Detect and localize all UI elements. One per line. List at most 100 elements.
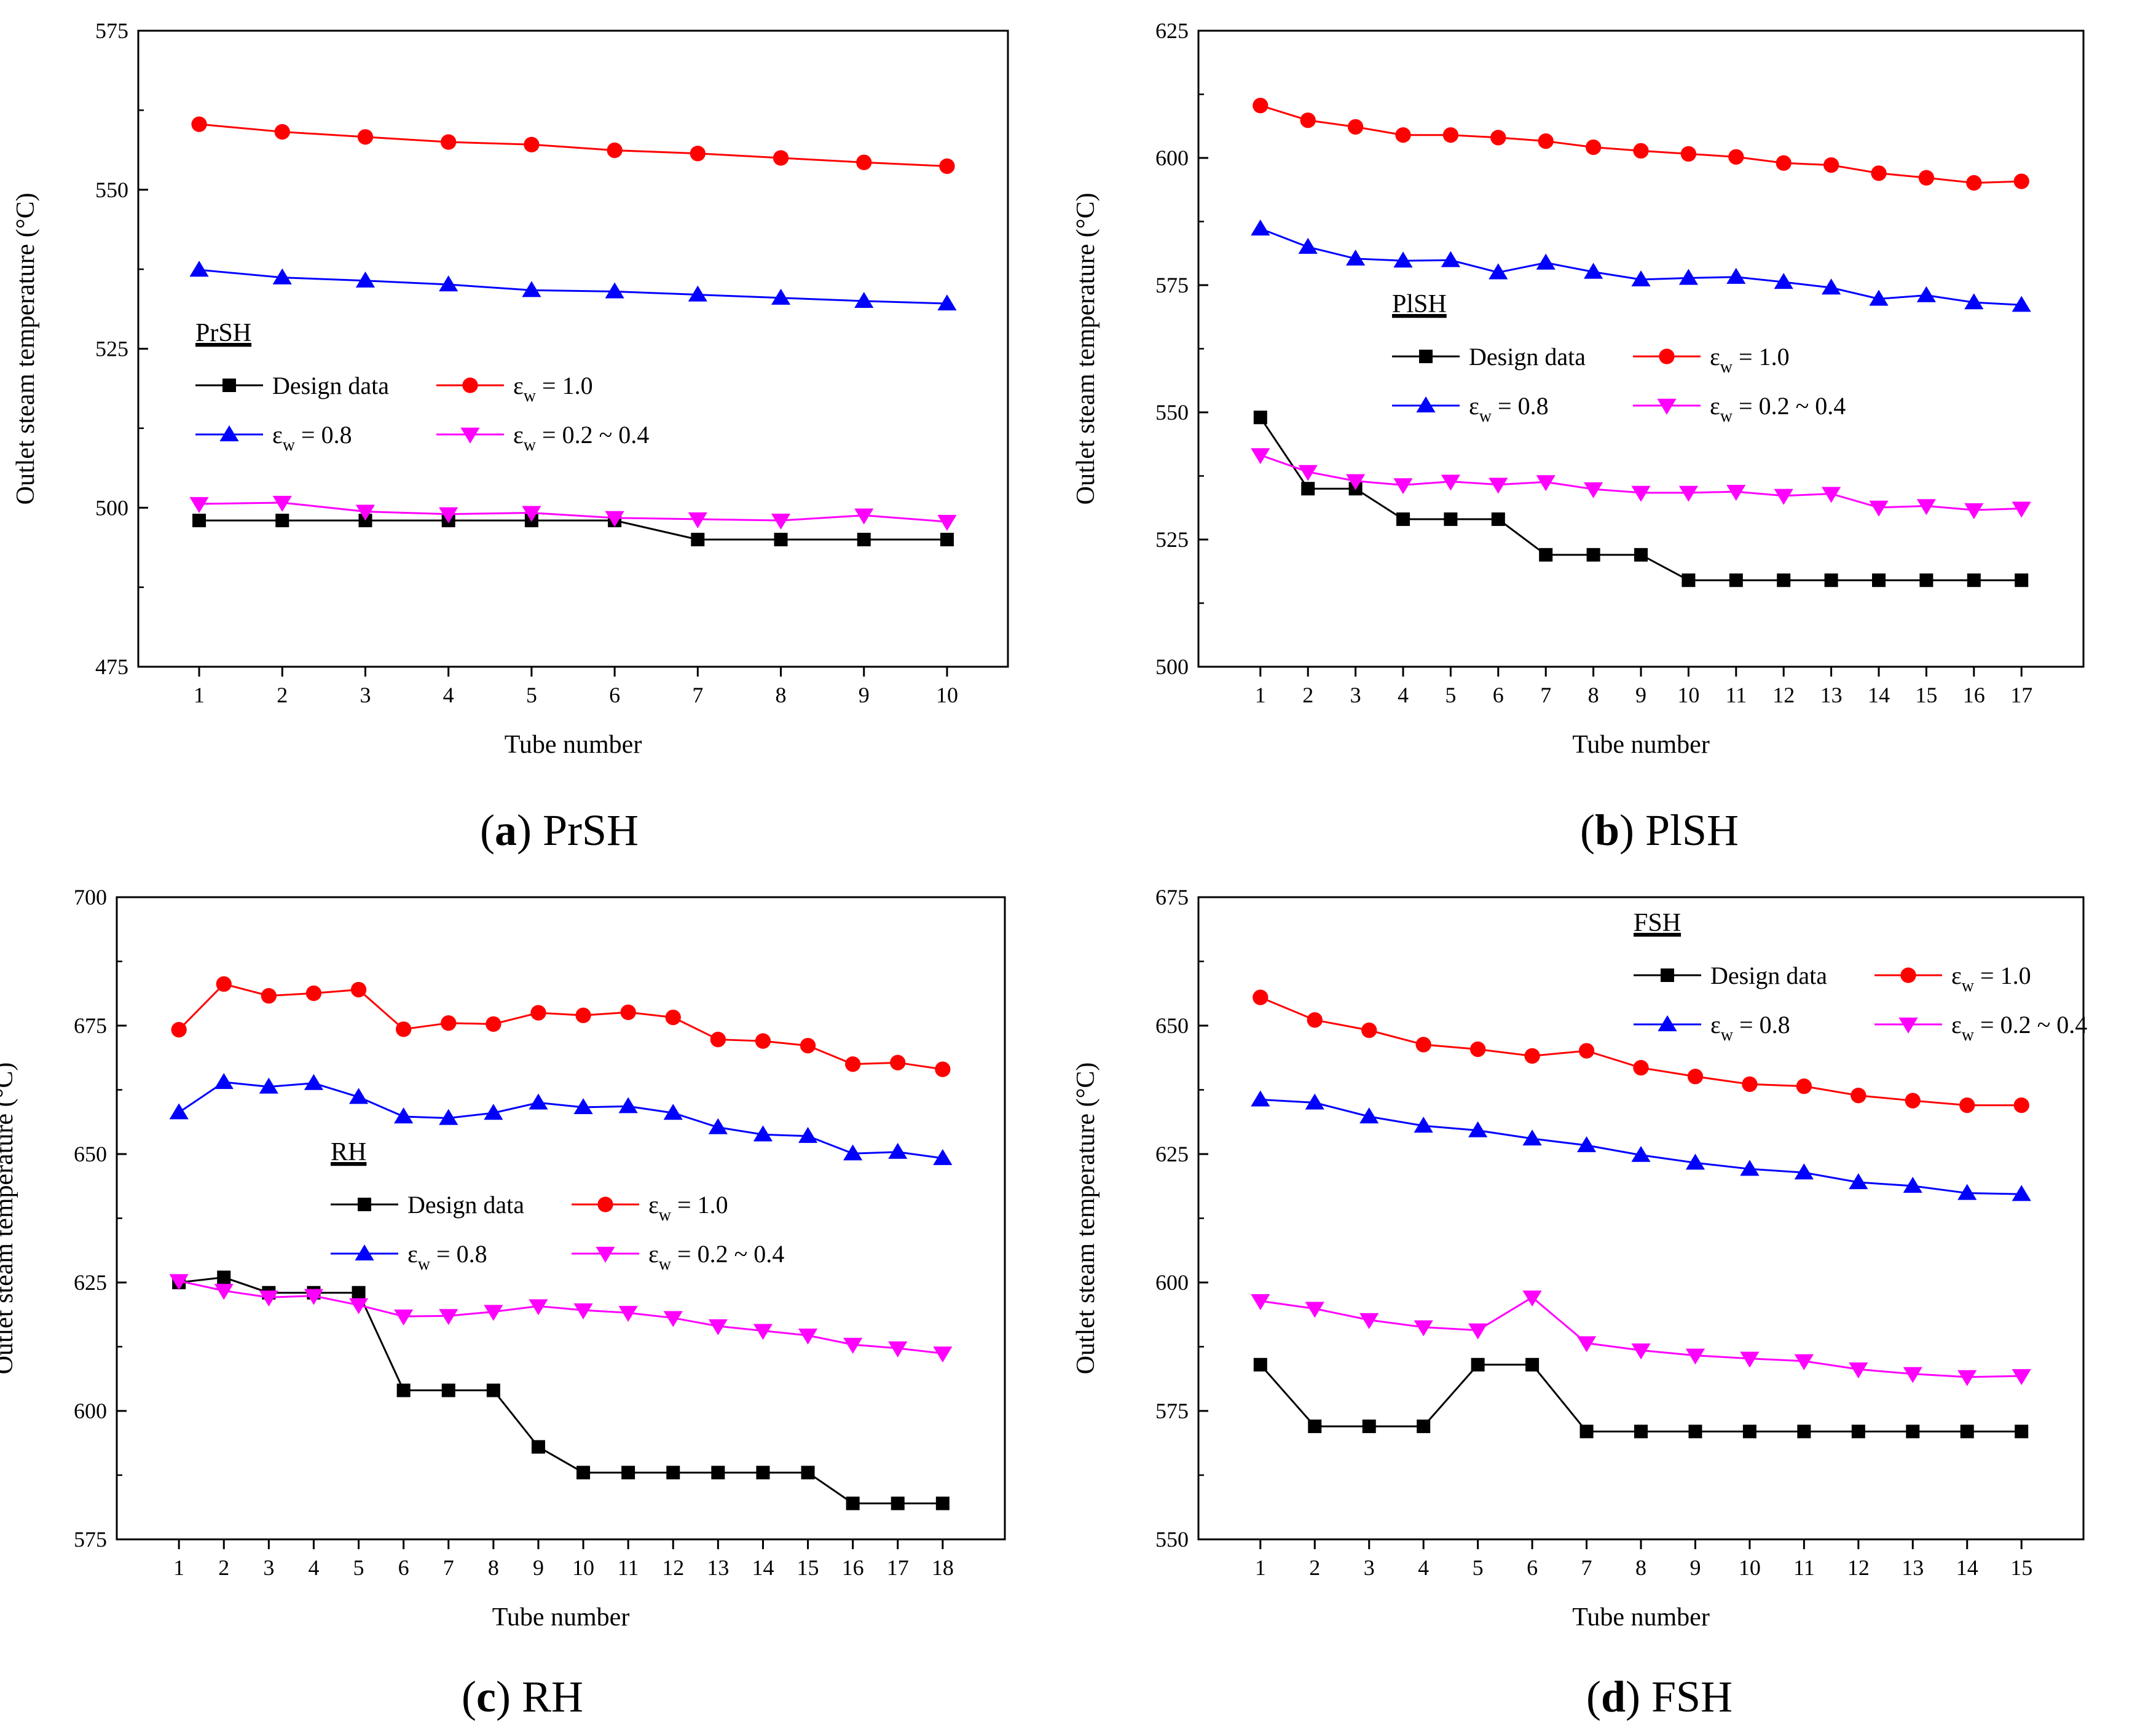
x-axis-title: Tube number [1572, 1603, 1710, 1632]
data-point [1631, 1145, 1651, 1162]
y-tick-label: 600 [1155, 146, 1189, 170]
x-tick-label: 14 [752, 1555, 774, 1580]
data-point [846, 1496, 860, 1510]
data-point [1633, 143, 1649, 159]
y-tick-label: 575 [1155, 273, 1189, 297]
legend-marker [462, 377, 478, 393]
x-tick-label: 3 [360, 683, 371, 707]
data-point [1362, 1420, 1376, 1434]
data-point [1586, 548, 1600, 562]
data-point [1584, 262, 1603, 279]
x-tick-label: 1 [1255, 683, 1266, 707]
y-tick-label: 550 [95, 178, 128, 202]
x-tick-label: 11 [618, 1555, 639, 1580]
data-point [1538, 133, 1554, 149]
data-point [1490, 130, 1506, 146]
data-point [843, 1144, 863, 1161]
data-point [350, 981, 367, 998]
x-tick-label: 14 [1868, 683, 1890, 707]
data-point [275, 513, 289, 527]
data-point [1849, 1173, 1868, 1190]
data-point [665, 1009, 681, 1026]
x-tick-label: 15 [797, 1555, 819, 1580]
data-point [214, 1284, 234, 1300]
data-point [854, 292, 874, 308]
data-point [524, 136, 540, 152]
legend-label: εw = 1.0 [648, 1191, 728, 1225]
data-point [801, 1466, 815, 1480]
series-design [192, 513, 954, 546]
data-point [1301, 482, 1315, 496]
data-point [352, 1286, 366, 1300]
data-point [272, 268, 292, 285]
data-point [933, 1346, 953, 1363]
x-tick-label: 12 [1847, 1555, 1870, 1580]
data-point [261, 988, 277, 1004]
legend-label: εw = 1.0 [1951, 962, 2031, 996]
data-point [1536, 475, 1556, 492]
data-point [753, 1125, 773, 1142]
y-tick-label: 575 [95, 18, 128, 43]
data-point [800, 1037, 816, 1054]
data-point [394, 1310, 414, 1326]
x-tick-label: 9 [1689, 1555, 1701, 1580]
y-tick-label: 675 [74, 1013, 107, 1038]
data-point [708, 1319, 728, 1335]
y-tick-label: 500 [1155, 654, 1189, 679]
data-point [1916, 286, 1936, 302]
data-point [529, 1299, 548, 1316]
data-point [169, 1103, 189, 1120]
legend-label: εw = 0.2 ~ 0.4 [1710, 392, 1846, 426]
x-tick-label: 4 [1418, 1555, 1429, 1580]
legend: RH Design data εw = 1.0 εw = 0.8 εw = 0.2 ~ … [331, 1138, 784, 1274]
panel-caption: (b) PlSH [1580, 806, 1739, 855]
y-tick-label: 575 [1155, 1399, 1189, 1423]
series-design [1253, 410, 2029, 587]
legend-marker [1658, 1015, 1677, 1032]
data-point [1631, 485, 1651, 502]
data-point [1305, 1093, 1324, 1110]
data-point [191, 116, 207, 132]
data-point [1794, 1163, 1814, 1180]
data-point [691, 533, 705, 546]
x-tick-label: 6 [1527, 1555, 1538, 1580]
data-point [1797, 1424, 1811, 1439]
x-tick-label: 4 [443, 683, 454, 707]
data-point [1871, 165, 1887, 181]
data-point [755, 1033, 771, 1049]
y-tick-label: 525 [95, 337, 128, 361]
data-point [1578, 1043, 1595, 1059]
data-point [2015, 573, 2029, 587]
data-point [843, 1338, 863, 1354]
x-tick-label: 12 [1772, 683, 1795, 707]
x-tick-label: 2 [1302, 683, 1313, 707]
x-tick-label: 17 [2010, 683, 2032, 707]
legend-label: εw = 0.8 [1469, 392, 1549, 426]
data-point [1414, 1117, 1433, 1133]
data-point [1869, 289, 1889, 306]
data-point [348, 1298, 369, 1314]
data-point [355, 271, 376, 288]
data-point [189, 261, 209, 277]
data-point [888, 1341, 908, 1357]
data-point [1916, 499, 1936, 516]
data-point [1415, 1037, 1431, 1053]
data-point [441, 1383, 455, 1397]
data-point [1687, 1069, 1704, 1085]
data-point [888, 1142, 908, 1159]
data-point [259, 1077, 278, 1094]
data-point [484, 1104, 503, 1120]
data-point [890, 1055, 906, 1070]
legend-label: Design data [272, 372, 389, 399]
data-point [1680, 146, 1697, 162]
data-point [1298, 465, 1318, 481]
data-point [1851, 1424, 1865, 1439]
data-point [663, 1311, 683, 1327]
data-point [348, 1088, 369, 1104]
data-point [1740, 1160, 1760, 1176]
data-point [605, 282, 624, 299]
x-tick-label: 5 [526, 683, 537, 707]
series-eps10 [1253, 989, 2029, 1113]
x-tick-label: 2 [277, 683, 288, 707]
